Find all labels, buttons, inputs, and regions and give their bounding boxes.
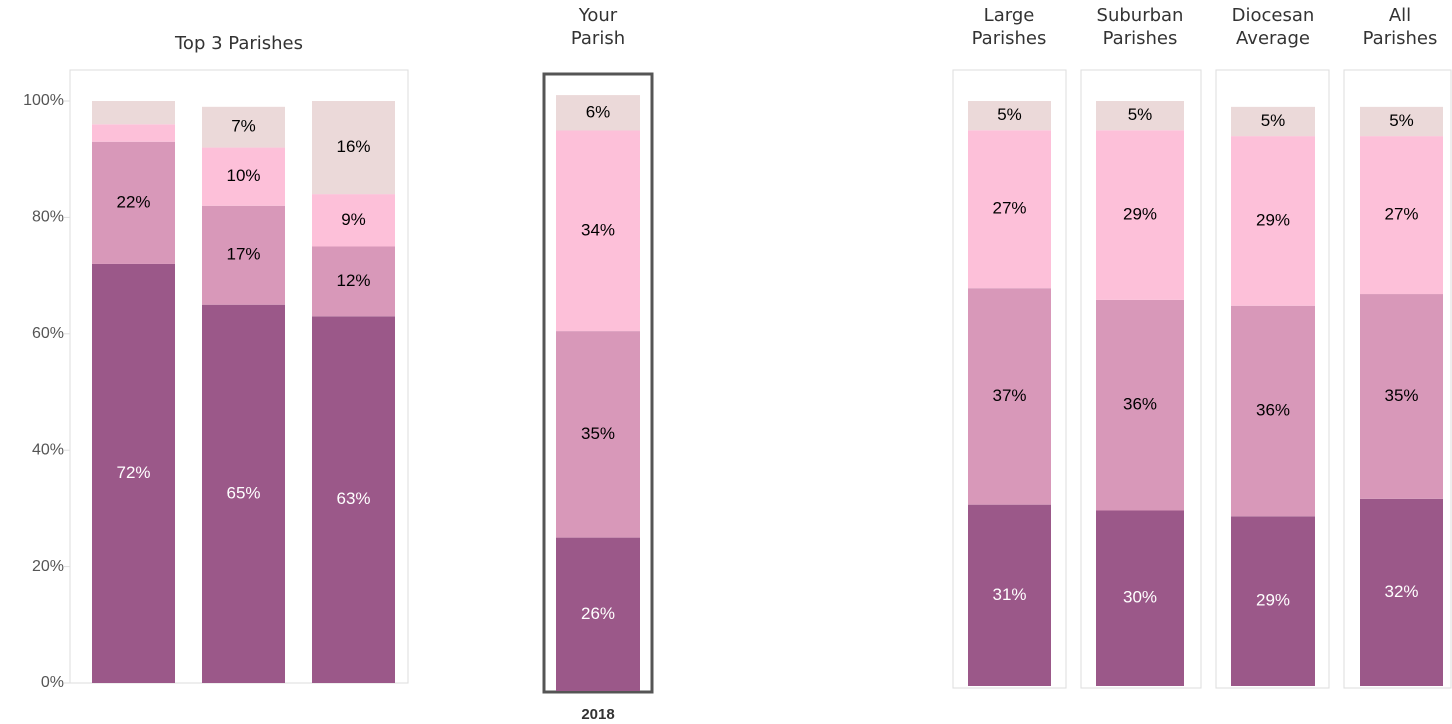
- bar-segment: [556, 95, 640, 131]
- value-label: 27%: [1384, 205, 1418, 224]
- bar-segment: [202, 304, 285, 683]
- bar-segment: [556, 537, 640, 691]
- panel-frame: [542, 72, 654, 694]
- panel-title: All Parishes: [1362, 5, 1438, 49]
- value-label: 7%: [231, 117, 256, 136]
- bar-segment: [92, 101, 175, 125]
- bar-segment: [968, 504, 1051, 686]
- panel-title: Diocesan Average: [1231, 5, 1315, 49]
- bar-segment: [968, 288, 1051, 505]
- value-label: 5%: [997, 105, 1022, 124]
- value-label: 35%: [1384, 386, 1418, 405]
- bar-segment: [1360, 498, 1443, 686]
- bar-segment: [92, 141, 175, 264]
- bar-segment: [1096, 130, 1184, 300]
- value-label: 17%: [226, 245, 260, 264]
- value-label: 72%: [116, 463, 150, 482]
- bar-segment: [312, 246, 395, 317]
- bar-segment: [1231, 136, 1315, 306]
- value-label: 26%: [581, 604, 615, 623]
- panel-frame: [952, 69, 1067, 689]
- value-label: 16%: [336, 137, 370, 156]
- value-label: 9%: [341, 210, 366, 229]
- value-label: 5%: [1128, 105, 1153, 124]
- panel-title: Large Parishes: [971, 5, 1047, 49]
- value-label: 29%: [1123, 205, 1157, 224]
- bar-segment: [312, 316, 395, 683]
- value-label: 31%: [992, 585, 1026, 604]
- y-tick-label: 100%: [23, 92, 64, 109]
- value-label: 29%: [1256, 591, 1290, 610]
- value-label: 29%: [1256, 210, 1290, 229]
- y-tick-label: 60%: [32, 325, 64, 342]
- bar-segment: [202, 106, 285, 148]
- value-label: 10%: [226, 166, 260, 185]
- bar-segment: [556, 130, 640, 332]
- bar-segment: [312, 194, 395, 247]
- value-label: 35%: [581, 424, 615, 443]
- value-label: 5%: [1389, 111, 1414, 130]
- bar-segment: [1231, 305, 1315, 517]
- x-tick-label: 2018: [581, 706, 614, 723]
- bar-segment: [1360, 136, 1443, 295]
- y-tick-label: 0%: [41, 674, 64, 691]
- bar-segment: [1096, 101, 1184, 131]
- value-label: 34%: [581, 220, 615, 239]
- y-tick-label: 40%: [32, 441, 64, 458]
- bar-segment: [312, 101, 395, 195]
- value-label: 6%: [586, 102, 611, 121]
- bar-segment: [1096, 299, 1184, 511]
- value-label: 32%: [1384, 582, 1418, 601]
- value-label: 12%: [336, 271, 370, 290]
- value-label: 36%: [1123, 395, 1157, 414]
- panel-frame: [1080, 69, 1202, 689]
- value-label: 5%: [1261, 111, 1286, 130]
- bar-segment: [1360, 294, 1443, 499]
- panel-title: Your Parish: [570, 5, 626, 49]
- panel-frame: [1215, 69, 1330, 689]
- value-label: 37%: [992, 386, 1026, 405]
- value-label: 27%: [992, 199, 1026, 218]
- y-tick-label: 20%: [32, 558, 64, 575]
- value-label: 63%: [336, 489, 370, 508]
- bar-segment: [202, 205, 285, 305]
- bar-segment: [202, 147, 285, 206]
- bar-segment: [968, 101, 1051, 131]
- panel-title: Top 3 Parishes: [175, 33, 303, 54]
- value-label: 22%: [116, 192, 150, 211]
- y-tick-label: 80%: [32, 209, 64, 226]
- bar-segment: [1096, 510, 1184, 686]
- value-label: 65%: [226, 483, 260, 502]
- bar-segment: [92, 263, 175, 683]
- panel-frame: [1343, 69, 1452, 689]
- value-label: 30%: [1123, 588, 1157, 607]
- bar-segment: [1231, 106, 1315, 137]
- bar-segment: [1360, 106, 1443, 137]
- panel-title: Suburban Parishes: [1096, 5, 1184, 49]
- bar-segment: [968, 130, 1051, 289]
- value-label: 36%: [1256, 401, 1290, 420]
- bar-segment: [556, 331, 640, 538]
- bar-segment: [92, 124, 175, 142]
- bar-segment: [1231, 516, 1315, 686]
